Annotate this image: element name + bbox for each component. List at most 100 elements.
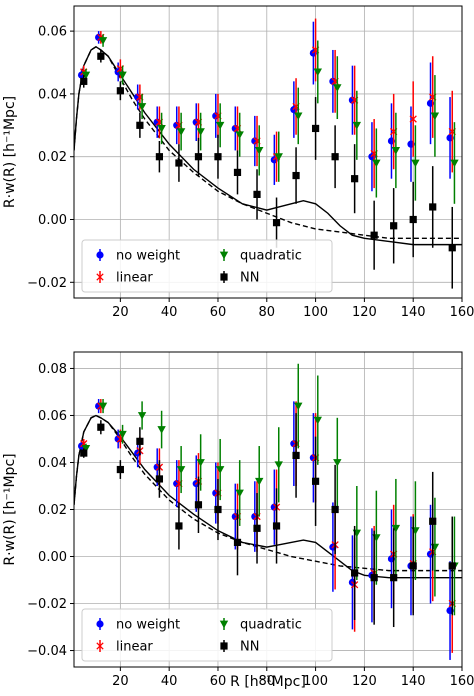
data-point xyxy=(331,153,339,161)
data-point xyxy=(81,444,91,453)
data-point xyxy=(97,52,105,60)
data-point xyxy=(157,125,166,133)
series-nn xyxy=(80,413,456,628)
x-tick-label: 60 xyxy=(210,305,227,320)
y-tick-label: 0.08 xyxy=(38,362,67,377)
legend-frame xyxy=(81,608,333,662)
x-tick-label: 80 xyxy=(259,674,276,689)
data-point xyxy=(194,153,203,161)
data-point xyxy=(136,437,144,445)
chart-panel-2: 20 40 60 80 100 120 140 160 −0.04 −0.02 0.00 0.02 0.… xyxy=(2,351,474,690)
y-axis-label: R·w(R) [h⁻¹Mpc] xyxy=(2,96,18,208)
data-point xyxy=(313,416,322,425)
data-point xyxy=(411,159,420,168)
data-point xyxy=(176,466,186,474)
data-point xyxy=(235,489,244,498)
data-point xyxy=(116,87,124,95)
data-point xyxy=(215,121,225,130)
data-point xyxy=(370,574,378,582)
data-point xyxy=(196,128,205,136)
legend: no weight quadratic linear NN xyxy=(81,239,333,293)
y-tick-label: −0.02 xyxy=(27,597,67,612)
data-point xyxy=(97,423,105,431)
data-point xyxy=(391,524,401,533)
data-point xyxy=(429,203,437,211)
data-point xyxy=(409,115,417,123)
legend-marker xyxy=(96,642,104,650)
data-point xyxy=(136,121,144,129)
legend-marker xyxy=(219,251,229,260)
legend-label: no weight xyxy=(116,618,180,633)
legend-marker xyxy=(96,620,104,628)
data-point xyxy=(98,402,108,411)
x-tick-label: 160 xyxy=(450,305,474,320)
y-tick-label: 0.06 xyxy=(38,25,67,40)
x-tick-label: 40 xyxy=(161,674,178,689)
data-point xyxy=(155,153,164,161)
data-point xyxy=(176,128,186,136)
series-no-weight xyxy=(77,21,454,192)
data-point xyxy=(450,159,459,168)
data-point xyxy=(311,124,320,133)
data-point xyxy=(255,477,264,486)
data-point xyxy=(429,517,437,525)
x-tick-label: 160 xyxy=(450,674,474,689)
data-point xyxy=(194,501,203,509)
x-tick-label: 140 xyxy=(401,674,426,689)
y-tick-label: 0.02 xyxy=(38,503,67,518)
legend-marker xyxy=(220,642,228,650)
data-point xyxy=(175,522,183,530)
data-point xyxy=(214,153,222,161)
data-point xyxy=(272,219,281,227)
legend-label: NN xyxy=(240,271,259,286)
data-point xyxy=(409,215,417,224)
x-tick-label: 120 xyxy=(352,305,377,320)
y-tick-label: −0.04 xyxy=(27,644,67,659)
data-point xyxy=(196,459,205,467)
model-curve-solid xyxy=(74,45,462,246)
x-tick-label: 120 xyxy=(352,674,377,689)
legend-label: linear xyxy=(116,640,153,655)
data-point xyxy=(80,449,88,457)
legend: no weight quadratic linear NN xyxy=(81,608,333,662)
data-point xyxy=(370,231,378,239)
data-point xyxy=(391,147,401,155)
data-point xyxy=(98,37,108,45)
data-point xyxy=(372,159,381,168)
legend-marker xyxy=(96,251,104,259)
plot-area xyxy=(74,18,462,289)
y-tick-label: 0.04 xyxy=(38,456,67,471)
data-point xyxy=(352,121,362,130)
x-tick-label: 140 xyxy=(401,305,426,320)
x-tick-label: 40 xyxy=(161,305,178,320)
data-point xyxy=(274,153,283,161)
data-point xyxy=(448,562,456,570)
legend-marker xyxy=(219,620,229,629)
data-point xyxy=(272,522,281,530)
data-point xyxy=(233,538,242,547)
x-tick-label: 80 xyxy=(259,305,276,320)
series-quadratic xyxy=(81,363,459,616)
data-point xyxy=(333,459,342,467)
data-point xyxy=(333,84,342,92)
data-point xyxy=(253,524,261,532)
data-point xyxy=(118,71,127,80)
data-point xyxy=(255,147,264,155)
y-tick-label: 0.00 xyxy=(38,213,67,228)
x-tick-label: 100 xyxy=(303,305,328,320)
chart-panel-1: 20 40 60 80 100 120 140 160 −0.02 0.00 0.02 0.04 0.0… xyxy=(2,5,474,320)
legend-marker xyxy=(220,273,228,281)
data-point xyxy=(292,171,300,180)
legend-label: no weight xyxy=(116,249,180,264)
series-nn xyxy=(80,49,456,289)
y-tick-label: −0.02 xyxy=(27,276,67,291)
legend-label: NN xyxy=(240,640,259,655)
y-tick-label: 0.06 xyxy=(38,409,67,424)
data-point xyxy=(430,112,440,121)
y-tick-label: 0.00 xyxy=(38,550,67,565)
y-axis-label: R·w(R) [h⁻¹Mpc] xyxy=(2,453,18,565)
data-point xyxy=(351,175,359,183)
x-tick-label: 20 xyxy=(112,674,129,689)
data-point xyxy=(294,112,303,121)
